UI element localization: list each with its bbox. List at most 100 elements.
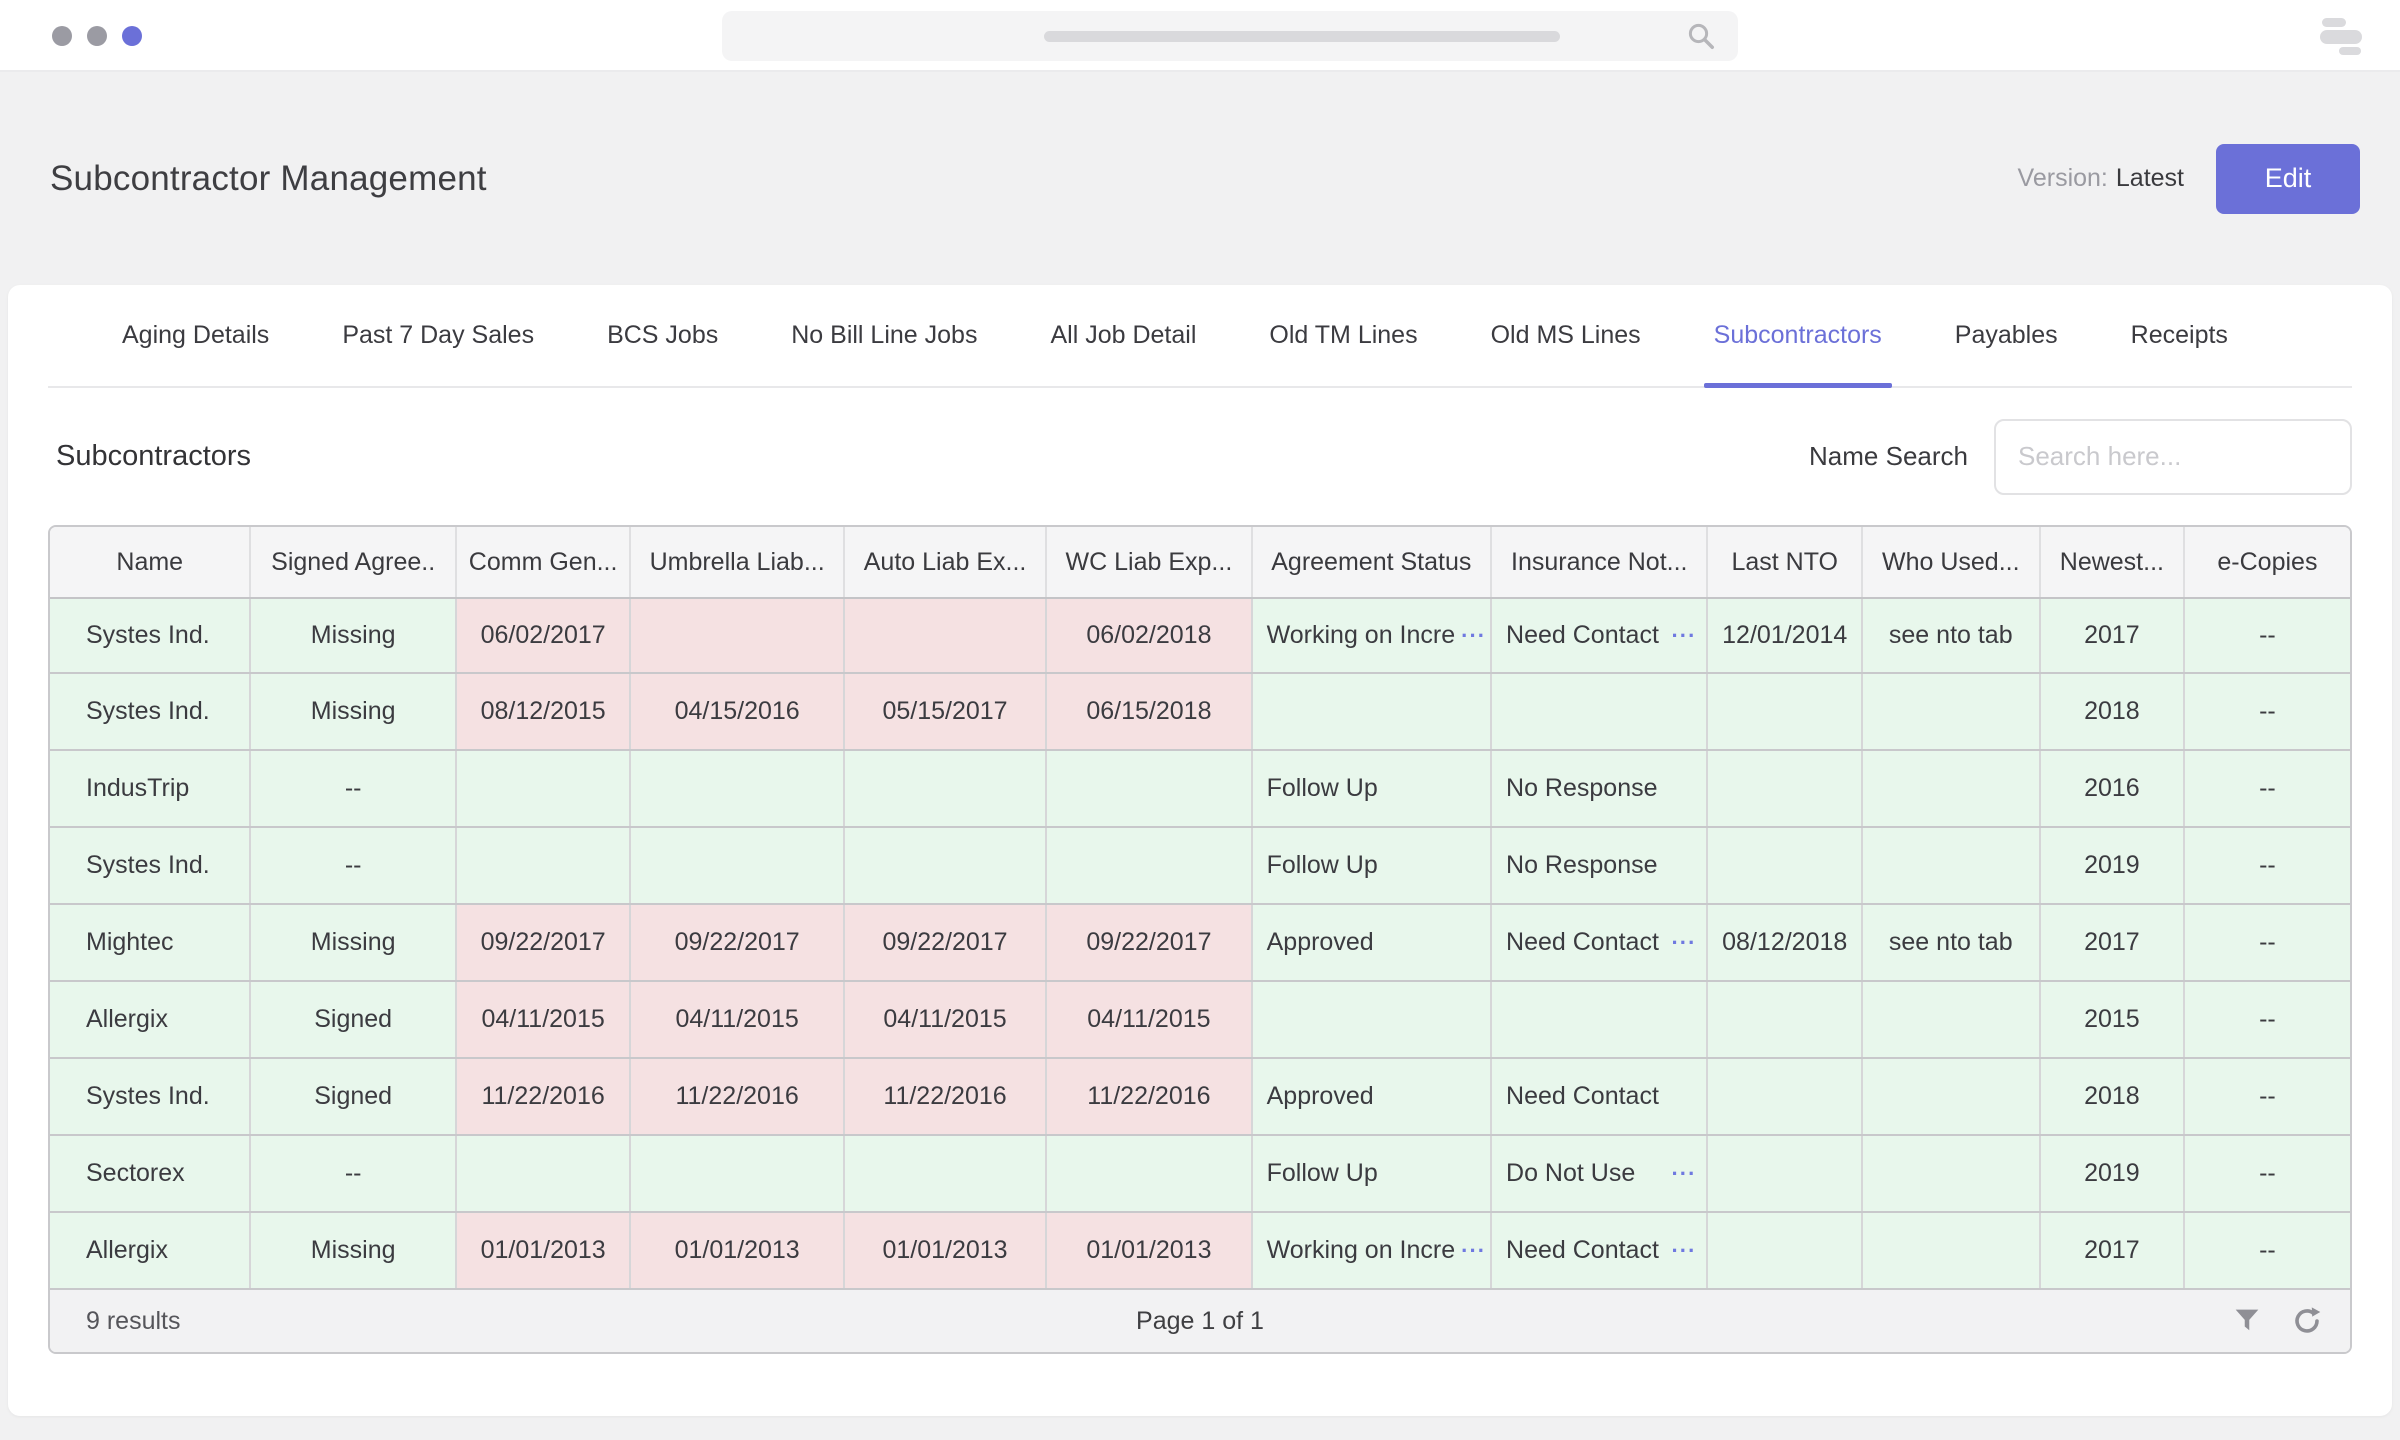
cell-text: 01/01/2013 <box>481 1236 606 1265</box>
tab-payables[interactable]: Payables <box>1955 285 2058 386</box>
cell-text: Systes Ind. <box>86 851 210 880</box>
cell-text: 04/15/2016 <box>675 697 800 726</box>
cell-text: Approved <box>1267 928 1374 957</box>
section-title: Subcontractors <box>56 440 251 473</box>
cell-text: see nto tab <box>1889 621 2013 650</box>
address-search-bar[interactable] <box>722 11 1738 61</box>
table-cell: 11/22/2016 <box>457 1059 632 1134</box>
cell-text: -- <box>345 774 362 803</box>
tab-old-ms-lines[interactable]: Old MS Lines <box>1491 285 1641 386</box>
window-controls <box>52 26 142 46</box>
column-header[interactable]: Newest... <box>2041 527 2186 597</box>
refresh-icon[interactable] <box>2290 1304 2324 1338</box>
truncation-more-icon[interactable]: ··· <box>1665 932 1696 954</box>
column-header[interactable]: Name <box>50 527 251 597</box>
truncation-more-icon[interactable]: ··· <box>1665 1240 1696 1262</box>
cell-text: Allergix <box>86 1005 168 1034</box>
address-placeholder-line <box>1044 31 1560 42</box>
window-dot-active-icon[interactable] <box>122 26 142 46</box>
column-header[interactable]: Comm Gen... <box>457 527 632 597</box>
table-cell <box>845 751 1047 826</box>
table-cell: -- <box>2185 905 2349 980</box>
window-dot-icon[interactable] <box>52 26 72 46</box>
filter-icon[interactable] <box>2230 1304 2264 1338</box>
table-row[interactable]: IndusTrip--Follow UpNo Response2016-- <box>50 751 2350 828</box>
table-cell: 09/22/2017 <box>631 905 844 980</box>
column-header[interactable]: Signed Agree.. <box>251 527 456 597</box>
table-row[interactable]: Systes Ind.Signed11/22/201611/22/201611/… <box>50 1059 2350 1136</box>
table-row[interactable]: Systes Ind.--Follow UpNo Response2019-- <box>50 828 2350 905</box>
cell-text: 04/11/2015 <box>481 1005 604 1034</box>
table-cell <box>457 1136 632 1211</box>
table-cell: 2017 <box>2041 599 2186 672</box>
table-cell <box>1863 1136 2041 1211</box>
tab-bcs-jobs[interactable]: BCS Jobs <box>607 285 718 386</box>
column-header[interactable]: e-Copies <box>2185 527 2349 597</box>
truncation-more-icon[interactable]: ··· <box>1665 1163 1696 1185</box>
truncation-more-icon[interactable]: ··· <box>1455 1240 1486 1262</box>
name-search-label: Name Search <box>1809 441 1968 472</box>
menu-bar-icon <box>2339 47 2361 55</box>
tab-no-bill-line-jobs[interactable]: No Bill Line Jobs <box>791 285 977 386</box>
name-search-input[interactable] <box>1994 419 2352 495</box>
table-cell <box>1863 1059 2041 1134</box>
table-cell: -- <box>2185 982 2349 1057</box>
cell-text: Approved <box>1267 1082 1374 1111</box>
cell-text: 09/22/2017 <box>1086 928 1211 957</box>
table-row[interactable]: AllergixSigned04/11/201504/11/201504/11/… <box>50 982 2350 1059</box>
column-header[interactable]: Auto Liab Ex... <box>845 527 1047 597</box>
cell-text: 2019 <box>2084 1159 2140 1188</box>
tab-subcontractors[interactable]: Subcontractors <box>1714 285 1882 386</box>
table-cell: Need Contact··· <box>1492 599 1708 672</box>
cell-text: 11/22/2016 <box>883 1082 1006 1111</box>
table-cell: -- <box>2185 674 2349 749</box>
tab-old-tm-lines[interactable]: Old TM Lines <box>1269 285 1417 386</box>
table-row[interactable]: MightecMissing09/22/201709/22/201709/22/… <box>50 905 2350 982</box>
table-cell: 06/15/2018 <box>1047 674 1252 749</box>
table-cell: -- <box>2185 1213 2349 1288</box>
tab-receipts[interactable]: Receipts <box>2131 285 2228 386</box>
table-cell: 2015 <box>2041 982 2186 1057</box>
table-row[interactable]: Systes Ind.Missing08/12/201504/15/201605… <box>50 674 2350 751</box>
column-header[interactable]: Last NTO <box>1708 527 1863 597</box>
table-cell: Allergix <box>50 1213 251 1288</box>
table-cell <box>631 1136 844 1211</box>
edit-button[interactable]: Edit <box>2216 144 2360 214</box>
table-row[interactable]: Systes Ind.Missing06/02/201706/02/2018Wo… <box>50 597 2350 674</box>
cell-text: -- <box>2259 1159 2276 1188</box>
table-cell: Systes Ind. <box>50 828 251 903</box>
tab-past-7-day-sales[interactable]: Past 7 Day Sales <box>342 285 534 386</box>
truncation-more-icon[interactable]: ··· <box>1455 625 1486 647</box>
column-header[interactable]: Who Used... <box>1863 527 2041 597</box>
cell-text: 04/11/2015 <box>1087 1005 1210 1034</box>
table-cell <box>457 828 632 903</box>
column-header[interactable]: WC Liab Exp... <box>1047 527 1252 597</box>
column-header[interactable]: Insurance Not... <box>1492 527 1708 597</box>
cell-text: Systes Ind. <box>86 621 210 650</box>
cell-text: 01/01/2013 <box>675 1236 800 1265</box>
column-header[interactable]: Agreement Status <box>1253 527 1492 597</box>
cell-text: Missing <box>311 621 396 650</box>
table-cell: Need Contact··· <box>1492 1213 1708 1288</box>
browser-top-bar <box>0 0 2400 72</box>
column-header[interactable]: Umbrella Liab... <box>631 527 844 597</box>
cell-text: 09/22/2017 <box>481 928 606 957</box>
tab-all-job-detail[interactable]: All Job Detail <box>1050 285 1196 386</box>
table-row[interactable]: Sectorex--Follow UpDo Not Use···2019-- <box>50 1136 2350 1213</box>
window-menu-icon[interactable] <box>2320 18 2362 56</box>
table-cell <box>1708 982 1863 1057</box>
table-row[interactable]: AllergixMissing01/01/201301/01/201301/01… <box>50 1213 2350 1290</box>
tab-aging-details[interactable]: Aging Details <box>122 285 269 386</box>
table-cell: Approved <box>1253 1059 1492 1134</box>
table-cell <box>1492 674 1708 749</box>
truncation-more-icon[interactable]: ··· <box>1665 625 1696 647</box>
cell-text: 2017 <box>2084 621 2140 650</box>
table-cell <box>1708 1213 1863 1288</box>
table-cell: Systes Ind. <box>50 599 251 672</box>
window-dot-icon[interactable] <box>87 26 107 46</box>
table-cell: Mightec <box>50 905 251 980</box>
table-cell: Signed <box>251 982 456 1057</box>
table-cell: No Response <box>1492 828 1708 903</box>
table-cell: 04/11/2015 <box>1047 982 1252 1057</box>
table-cell: 08/12/2018 <box>1708 905 1863 980</box>
